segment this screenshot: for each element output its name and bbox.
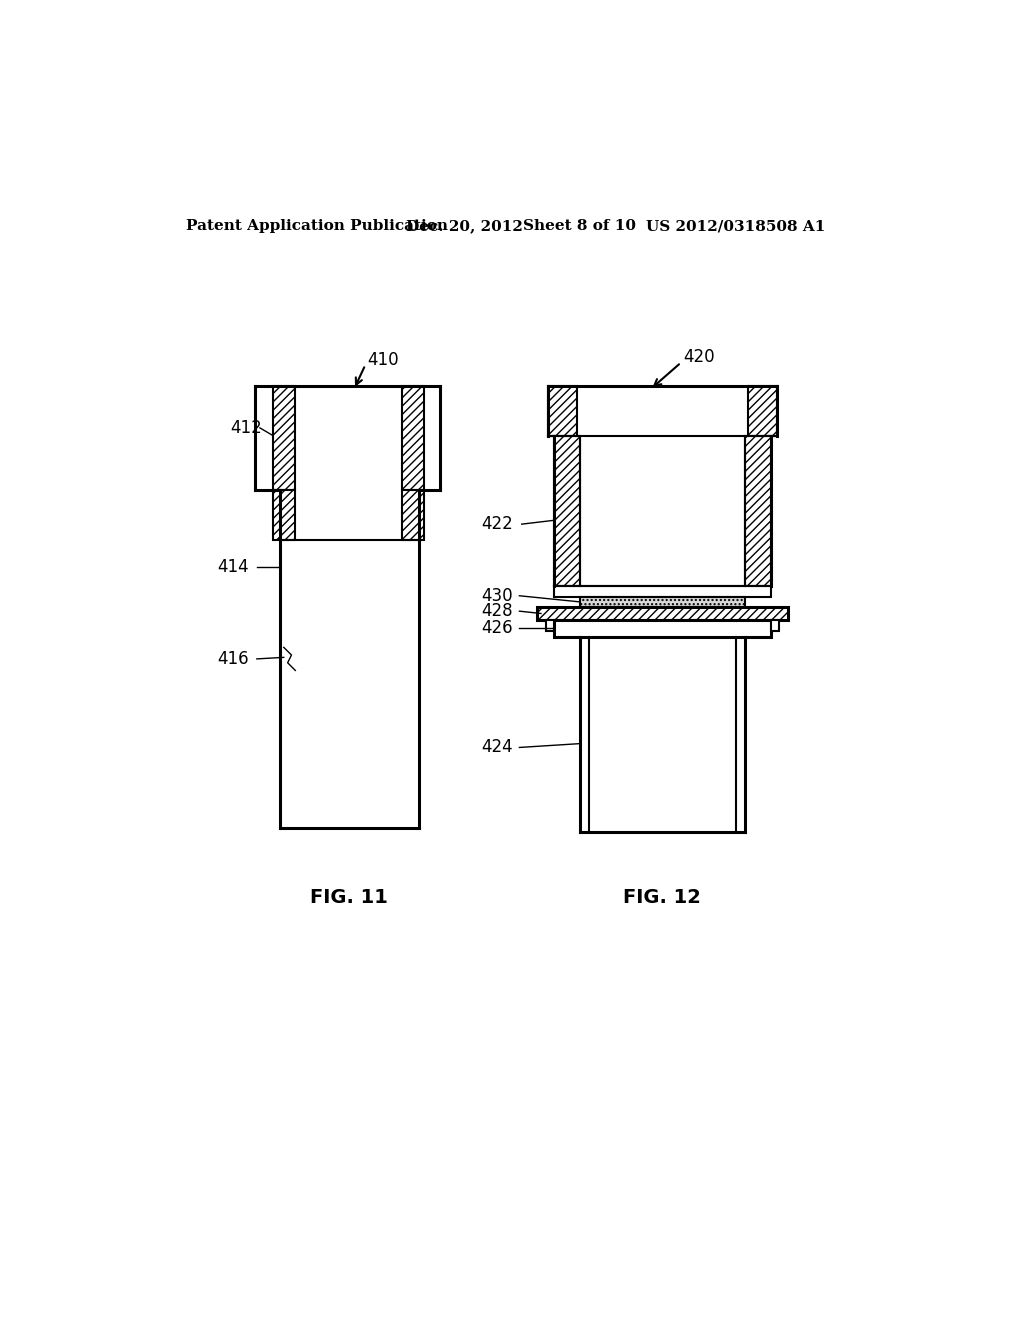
Bar [554,620,771,638]
Bar [554,436,581,586]
Bar [749,385,777,436]
Bar [554,586,771,598]
Text: 430: 430 [481,587,513,605]
Text: 416: 416 [217,649,249,668]
Text: 414: 414 [217,557,249,576]
Text: 422: 422 [481,515,513,533]
Bar [538,607,788,620]
Text: Patent Application Publication: Patent Application Publication [186,219,449,234]
Text: US 2012/0318508 A1: US 2012/0318508 A1 [646,219,825,234]
Text: 424: 424 [481,738,513,756]
Bar [548,385,578,436]
Bar [771,620,779,631]
Text: 420: 420 [683,348,715,366]
Text: 412: 412 [230,418,262,437]
Text: 426: 426 [481,619,513,638]
Text: 428: 428 [481,602,513,620]
Text: FIG. 11: FIG. 11 [309,888,387,907]
Text: 410: 410 [368,351,399,370]
Bar [745,436,771,586]
Bar [581,598,745,607]
Bar [401,385,424,490]
Bar [273,385,295,490]
Text: Dec. 20, 2012: Dec. 20, 2012 [407,219,523,234]
Text: FIG. 12: FIG. 12 [623,888,700,907]
Bar [401,490,424,540]
Bar [273,490,295,540]
Text: Sheet 8 of 10: Sheet 8 of 10 [523,219,636,234]
Bar [547,620,554,631]
